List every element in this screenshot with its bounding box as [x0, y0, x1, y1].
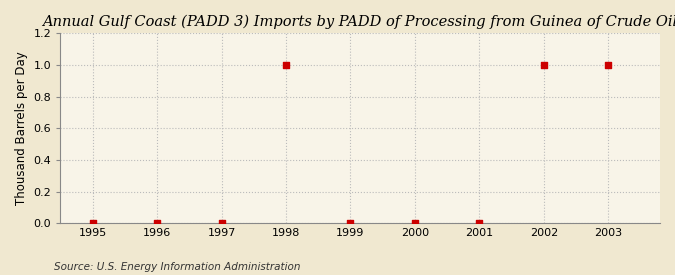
Point: [216, 221, 227, 225]
Point: [474, 221, 485, 225]
Point: [410, 221, 421, 225]
Point: [539, 63, 549, 67]
Point: [281, 63, 292, 67]
Y-axis label: Thousand Barrels per Day: Thousand Barrels per Day: [15, 51, 28, 205]
Text: Source: U.S. Energy Information Administration: Source: U.S. Energy Information Administ…: [54, 262, 300, 272]
Point: [603, 63, 614, 67]
Point: [87, 221, 98, 225]
Point: [152, 221, 163, 225]
Point: [345, 221, 356, 225]
Title: Annual Gulf Coast (PADD 3) Imports by PADD of Processing from Guinea of Crude Oi: Annual Gulf Coast (PADD 3) Imports by PA…: [43, 15, 675, 29]
